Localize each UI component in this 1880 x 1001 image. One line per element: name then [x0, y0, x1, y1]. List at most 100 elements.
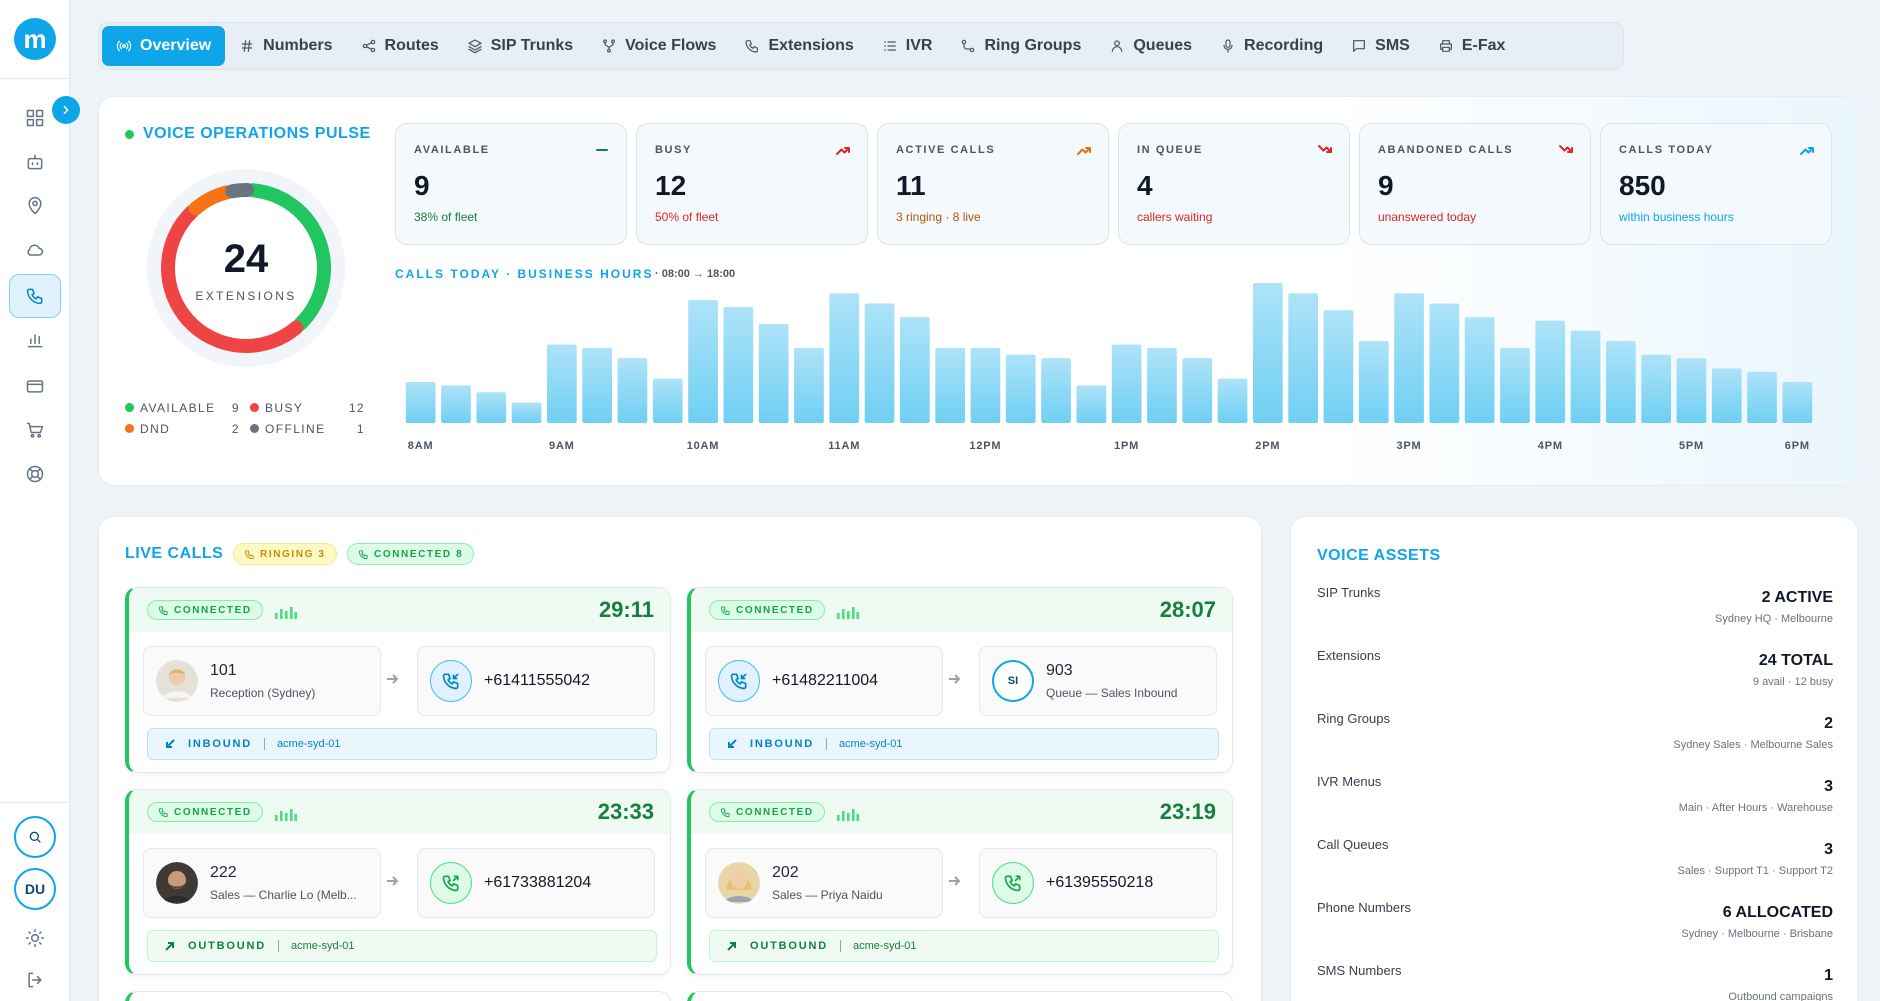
stat-card-abandoned-calls[interactable]: ABANDONED CALLS 9 unanswered today: [1359, 123, 1591, 245]
tab-routes[interactable]: Routes: [347, 26, 453, 66]
sidebar-item-dashboard[interactable]: [9, 96, 61, 140]
chart-bar[interactable]: [758, 324, 789, 423]
stat-card-busy[interactable]: BUSY 12 50% of fleet: [636, 123, 868, 245]
chart-bar[interactable]: [1182, 358, 1213, 423]
chart-bar[interactable]: [1711, 368, 1742, 423]
chart-bar[interactable]: [900, 317, 930, 423]
asset-sub: Sydney · Melbourne · Brisbane: [1681, 928, 1833, 940]
call-to-party: SI 903 Queue — Sales Inbound: [979, 646, 1217, 716]
chart-bar[interactable]: [1323, 310, 1354, 423]
chart-bar[interactable]: [1253, 283, 1283, 423]
tab-efax[interactable]: E-Fax: [1424, 26, 1520, 66]
chart-bar[interactable]: [511, 402, 542, 424]
chart-bar[interactable]: [1570, 330, 1601, 423]
live-call-card[interactable]: CONNECTED 23:19 202 Sales — Priya Naidu +…: [687, 789, 1233, 975]
search-button[interactable]: [14, 816, 56, 858]
asset-row-call-queues[interactable]: Call Queues 3 Sales · Support T1 · Support…: [1317, 837, 1833, 900]
theme-toggle[interactable]: [9, 916, 61, 960]
sidebar-item-billing[interactable]: [9, 364, 61, 408]
chart-bar[interactable]: [441, 385, 471, 423]
sidebar-item-support[interactable]: [9, 452, 61, 496]
tab-queues[interactable]: Queues: [1095, 26, 1206, 66]
sidebar-item-bot[interactable]: [9, 140, 61, 184]
asset-row-ivr-menus[interactable]: IVR Menus 3 Main · After Hours · Warehouse: [1317, 774, 1833, 837]
tab-sip-trunks[interactable]: SIP Trunks: [453, 26, 587, 66]
chart-bar[interactable]: [1747, 371, 1777, 423]
stat-card-in-queue[interactable]: IN QUEUE 4 callers waiting: [1118, 123, 1350, 245]
chart-bar[interactable]: [1500, 347, 1530, 423]
chart-bar[interactable]: [864, 303, 895, 424]
chart-bar[interactable]: [1041, 358, 1071, 423]
chart-bar[interactable]: [1782, 382, 1813, 423]
stat-card-calls-today[interactable]: CALLS TODAY 850 within business hours: [1600, 123, 1832, 245]
live-call-card[interactable]: CONNECTED 29:11 101 Reception (Sydney) +6…: [125, 587, 671, 773]
user-avatar[interactable]: DU: [14, 868, 56, 910]
asset-row-phone-numbers[interactable]: Phone Numbers 6 ALLOCATED Sydney · Melbour…: [1317, 900, 1833, 963]
tab-extensions[interactable]: Extensions: [730, 26, 867, 66]
chart-bar[interactable]: [405, 382, 436, 423]
chart-bar[interactable]: [1111, 344, 1142, 424]
live-call-card[interactable]: [687, 991, 1233, 1001]
sidebar-item-locations[interactable]: [9, 184, 61, 228]
chart-bar[interactable]: [829, 293, 860, 423]
chart-bar[interactable]: [1288, 293, 1318, 423]
chart-bar[interactable]: [688, 300, 718, 423]
live-call-card[interactable]: [125, 991, 671, 1001]
legend-label: DND: [140, 421, 171, 436]
sidebar-item-analytics[interactable]: [9, 318, 61, 362]
chart-bar[interactable]: [1429, 303, 1460, 424]
tab-recording[interactable]: Recording: [1206, 26, 1337, 66]
chart-bar[interactable]: [1464, 317, 1495, 423]
lifebuoy-icon: [26, 465, 44, 483]
call-duration: 23:33: [597, 799, 654, 824]
chart-bar[interactable]: [1641, 354, 1671, 423]
app-logo[interactable]: m: [14, 18, 56, 60]
asset-row-sip-trunks[interactable]: SIP Trunks 2 ACTIVE Sydney HQ · Melbourne: [1317, 585, 1833, 648]
asset-row-ring-groups[interactable]: Ring Groups 2 Sydney Sales · Melbourne Sal…: [1317, 711, 1833, 774]
chart-bar[interactable]: [1076, 385, 1107, 423]
tab-overview[interactable]: Overview: [102, 26, 226, 66]
live-call-card[interactable]: CONNECTED 28:07 +61482211004 SI 903 Queue…: [687, 587, 1233, 773]
chart-bar[interactable]: [1147, 347, 1177, 423]
chart-bar[interactable]: [476, 392, 507, 423]
tab-numbers[interactable]: Numbers: [225, 26, 346, 66]
expand-sidebar-button[interactable]: [52, 96, 80, 124]
tab-ivr[interactable]: IVR: [868, 26, 947, 66]
chart-bar[interactable]: [1535, 320, 1566, 423]
tab-voice-flows[interactable]: Voice Flows: [587, 26, 730, 66]
logout-button[interactable]: [9, 958, 61, 1001]
tab-sms[interactable]: SMS: [1337, 26, 1424, 66]
chart-bar[interactable]: [723, 306, 754, 423]
asset-row-extensions[interactable]: Extensions 24 TOTAL 9 avail · 12 busy: [1317, 648, 1833, 711]
chart-bar[interactable]: [935, 347, 965, 423]
chart-bar[interactable]: [1606, 341, 1636, 423]
chart-bar[interactable]: [582, 347, 612, 423]
chart-bar[interactable]: [547, 344, 577, 424]
sidebar-item-cloud[interactable]: [9, 228, 61, 272]
chart-bar[interactable]: [1358, 341, 1389, 423]
hash-icon: [241, 40, 253, 52]
live-call-card[interactable]: CONNECTED 23:33 222 Sales — Charlie Lo (M…: [125, 789, 671, 975]
chart-bar[interactable]: [794, 347, 824, 423]
stat-card-available[interactable]: AVAILABLE 9 38% of fleet: [395, 123, 627, 245]
chart-bar[interactable]: [1676, 358, 1707, 423]
stat-card-active-calls[interactable]: ACTIVE CALLS 11 3 ringing · 8 live: [877, 123, 1109, 245]
ringing-pill[interactable]: RINGING 3: [233, 543, 337, 565]
routes-icon: [362, 39, 375, 53]
asset-value: 3: [1824, 778, 1833, 795]
party-sub: Reception (Sydney): [210, 686, 316, 700]
connected-pill[interactable]: CONNECTED 8: [347, 543, 475, 565]
sidebar-item-shop[interactable]: [9, 408, 61, 452]
chart-bar[interactable]: [970, 347, 1001, 423]
chart-bar[interactable]: [1217, 378, 1248, 423]
sidebar-item-voice[interactable]: [9, 274, 61, 318]
tab-ring-groups[interactable]: Ring Groups: [946, 26, 1095, 66]
party-name: 222: [210, 864, 237, 881]
chart-bar[interactable]: [617, 358, 648, 423]
chart-bar[interactable]: [1005, 354, 1036, 423]
chart-bar[interactable]: [1394, 293, 1424, 423]
arrow-down-left-icon: [166, 739, 175, 748]
stat-sub: 50% of fleet: [655, 210, 719, 224]
asset-row-sms-numbers[interactable]: SMS Numbers 1 Outbound campaigns: [1317, 963, 1833, 1001]
chart-bar[interactable]: [652, 378, 683, 423]
